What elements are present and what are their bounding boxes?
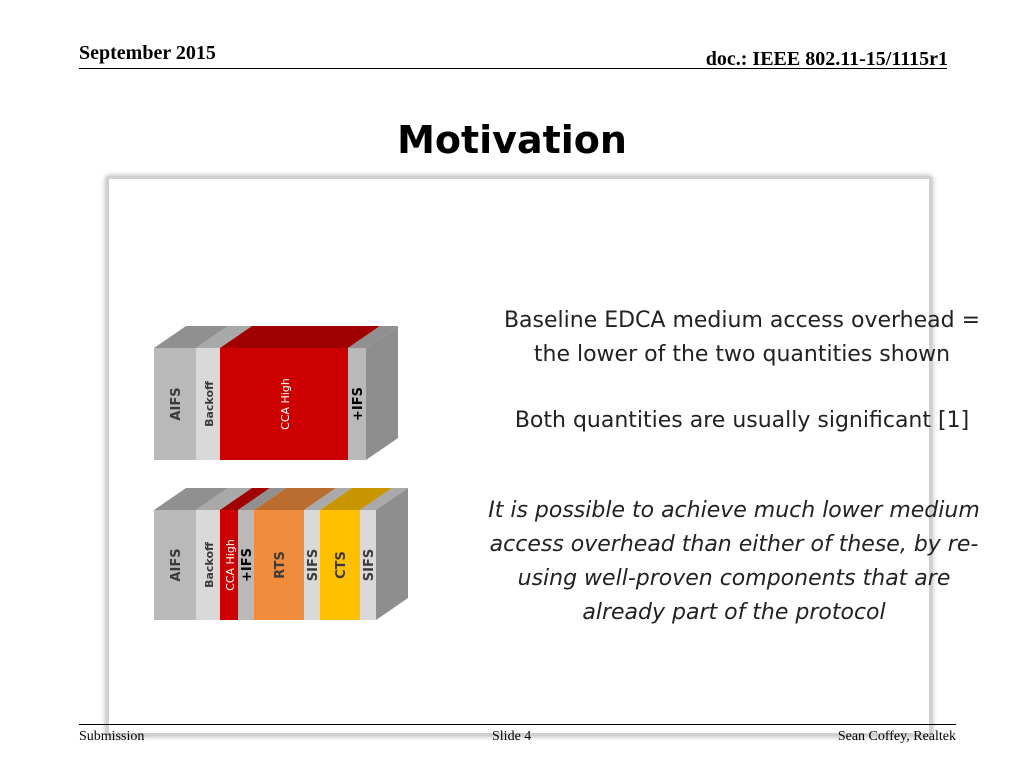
top-stack-top-face-0 [154, 326, 228, 348]
bottom-stack-segment-6 [320, 510, 360, 620]
top-stack-label-0: AIFS [169, 387, 184, 420]
bottom-stack-label-0: AIFS [169, 548, 184, 581]
footer-author: Sean Coffey, Realtek [837, 729, 956, 744]
bottom-stack-label-5: SIFS [306, 549, 321, 581]
bottom-stack-label-1: Backoff [203, 542, 216, 588]
bottom-stack-segment-4 [254, 510, 304, 620]
header-doc-id: doc.: IEEE 802.11-15/1115r1 [705, 48, 948, 70]
bottom-stack-segment-5 [304, 510, 320, 620]
bottom-stack-top-face-7 [360, 488, 408, 510]
top-overhead-stack: AIFS Backoff CCA High +IFS [154, 326, 398, 460]
header-date: September 2015 [79, 42, 216, 64]
top-stack-segment-1 [196, 348, 220, 460]
footer-submission: Submission [79, 729, 145, 744]
lower-overhead-claim-text: It is possible to achieve much lower med… [488, 498, 980, 625]
baseline-overhead-text: Baseline EDCA medium access overhead = t… [503, 308, 981, 367]
footer-slide-number: Slide 4 [492, 729, 532, 744]
top-stack-segment-0 [154, 348, 196, 460]
bottom-stack-label-7: SIFS [362, 549, 377, 581]
top-stack-label-3: +IFS [351, 387, 366, 421]
bottom-stack-top-face-0 [154, 488, 228, 510]
edca-overhead-diagram: AIFS Backoff CCA High +IFS AIFS Backoff CCA H… [154, 326, 408, 620]
top-stack-top-face-3 [348, 326, 398, 348]
footer-divider [79, 724, 956, 725]
bottom-stack-side-face [376, 488, 408, 620]
top-stack-side-face [366, 326, 398, 460]
top-stack-segment-3 [348, 348, 366, 460]
bottom-stack-segment-3 [238, 510, 254, 620]
bottom-overhead-stack: AIFS Backoff CCA High +IFS RTS SIFS CTS SIFS [154, 488, 408, 620]
bottom-stack-label-4: RTS [273, 551, 288, 579]
bottom-stack-label-3: +IFS [240, 548, 255, 582]
bottom-stack-label-2: CCA High [224, 539, 237, 591]
bottom-stack-segment-1 [196, 510, 220, 620]
bottom-stack-top-face-2 [220, 488, 270, 510]
header-divider [79, 68, 947, 69]
bottom-stack-segment-0 [154, 510, 196, 620]
top-stack-segment-2 [220, 348, 348, 460]
bottom-stack-top-face-5 [304, 488, 352, 510]
top-stack-top-face-1 [196, 326, 252, 348]
significance-text: Both quantities are usually significant … [514, 408, 970, 433]
bottom-stack-label-6: CTS [334, 551, 349, 579]
bottom-stack-segment-2 [220, 510, 238, 620]
top-stack-top-face-2 [220, 326, 380, 348]
top-stack-label-2: CCA High [279, 378, 292, 430]
bottom-stack-top-face-1 [196, 488, 252, 510]
slide-title: Motivation [397, 118, 627, 162]
top-stack-label-1: Backoff [203, 381, 216, 427]
bottom-stack-top-face-6 [320, 488, 392, 510]
bottom-stack-segment-7 [360, 510, 376, 620]
bottom-stack-top-face-3 [238, 488, 286, 510]
bottom-stack-top-face-4 [254, 488, 336, 510]
